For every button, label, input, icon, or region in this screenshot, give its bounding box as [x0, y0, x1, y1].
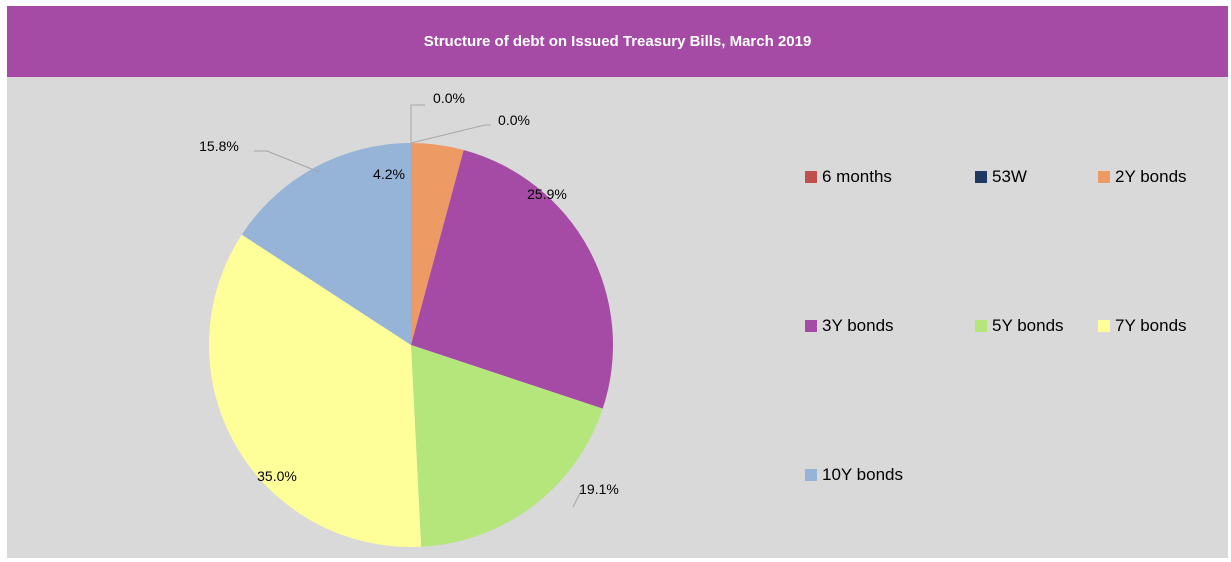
legend-label: 7Y bonds	[1115, 316, 1187, 335]
legend-item-7y-bonds: 7Y bonds	[1098, 316, 1187, 336]
data-label-53w: 0.0%	[498, 112, 530, 128]
legend-item-53w: 53W	[975, 167, 1027, 187]
legend-label: 53W	[992, 167, 1027, 186]
leader-line-10y-bonds	[254, 150, 320, 173]
legend-item-10y-bonds: 10Y bonds	[805, 465, 903, 485]
leader-line-5y-bonds	[572, 488, 584, 508]
legend-swatch	[975, 171, 987, 183]
pie-slice-7y-bonds	[208, 234, 422, 547]
legend-swatch	[1098, 171, 1110, 183]
plot-area: 0.0% 0.0% 4.2% 25.9% 19.1% 35.0% 15.8% 6 month…	[7, 77, 1228, 558]
data-label-2y-bonds: 4.2%	[373, 166, 405, 182]
legend-item-3y-bonds: 3Y bonds	[805, 316, 894, 336]
legend-label: 10Y bonds	[822, 465, 903, 484]
legend-item-5y-bonds: 5Y bonds	[975, 316, 1064, 336]
legend-swatch	[805, 171, 817, 183]
data-label-10y-bonds: 15.8%	[199, 138, 239, 154]
pie-slice-2y-bonds	[411, 143, 464, 345]
legend-label: 6 months	[822, 167, 892, 186]
legend-label: 2Y bonds	[1115, 167, 1187, 186]
data-label-7y-bonds: 35.0%	[257, 468, 297, 484]
data-label-3y-bonds: 25.9%	[527, 186, 567, 202]
chart-title: Structure of debt on Issued Treasury Bil…	[423, 33, 812, 50]
legend-item-6-months: 6 months	[805, 167, 892, 187]
legend-label: 5Y bonds	[992, 316, 1064, 335]
legend-label: 3Y bonds	[822, 316, 894, 335]
legend-swatch	[805, 469, 817, 481]
legend-swatch	[1098, 320, 1110, 332]
legend-swatch	[805, 320, 817, 332]
chart-title-bar: Structure of debt on Issued Treasury Bil…	[7, 6, 1228, 77]
pie-slice-5y-bonds	[411, 345, 603, 547]
legend-item-2y-bonds: 2Y bonds	[1098, 167, 1187, 187]
legend-swatch	[975, 320, 987, 332]
pie-chart: 0.0% 0.0% 4.2% 25.9% 19.1% 35.0% 15.8%	[199, 90, 619, 547]
leader-line-53w	[410, 124, 491, 144]
pie-slice-3y-bonds	[411, 149, 613, 409]
data-label-5y-bonds: 19.1%	[579, 481, 619, 497]
pie-slice-10y-bonds	[241, 142, 411, 345]
leader-line-6-months	[410, 104, 425, 143]
data-label-6-months: 0.0%	[433, 90, 465, 106]
